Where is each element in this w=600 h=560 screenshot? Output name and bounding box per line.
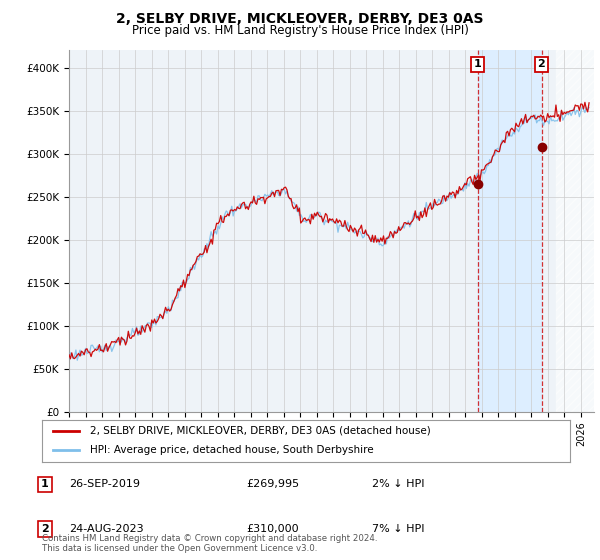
Text: 2: 2 <box>538 59 545 69</box>
Text: £269,995: £269,995 <box>246 479 299 489</box>
Text: 26-SEP-2019: 26-SEP-2019 <box>69 479 140 489</box>
Text: Contains HM Land Registry data © Crown copyright and database right 2024.
This d: Contains HM Land Registry data © Crown c… <box>42 534 377 553</box>
Text: 2: 2 <box>41 524 49 534</box>
Text: 2, SELBY DRIVE, MICKLEOVER, DERBY, DE3 0AS: 2, SELBY DRIVE, MICKLEOVER, DERBY, DE3 0… <box>116 12 484 26</box>
Text: 24-AUG-2023: 24-AUG-2023 <box>69 524 143 534</box>
Text: Price paid vs. HM Land Registry's House Price Index (HPI): Price paid vs. HM Land Registry's House … <box>131 24 469 36</box>
Bar <box>556 50 598 412</box>
Text: 2, SELBY DRIVE, MICKLEOVER, DERBY, DE3 0AS (detached house): 2, SELBY DRIVE, MICKLEOVER, DERBY, DE3 0… <box>89 426 430 436</box>
Text: HPI: Average price, detached house, South Derbyshire: HPI: Average price, detached house, Sout… <box>89 445 373 455</box>
Bar <box>478 50 541 412</box>
Text: £310,000: £310,000 <box>246 524 299 534</box>
Text: 7% ↓ HPI: 7% ↓ HPI <box>372 524 425 534</box>
Text: 2% ↓ HPI: 2% ↓ HPI <box>372 479 425 489</box>
Text: 1: 1 <box>41 479 49 489</box>
Text: 1: 1 <box>474 59 481 69</box>
